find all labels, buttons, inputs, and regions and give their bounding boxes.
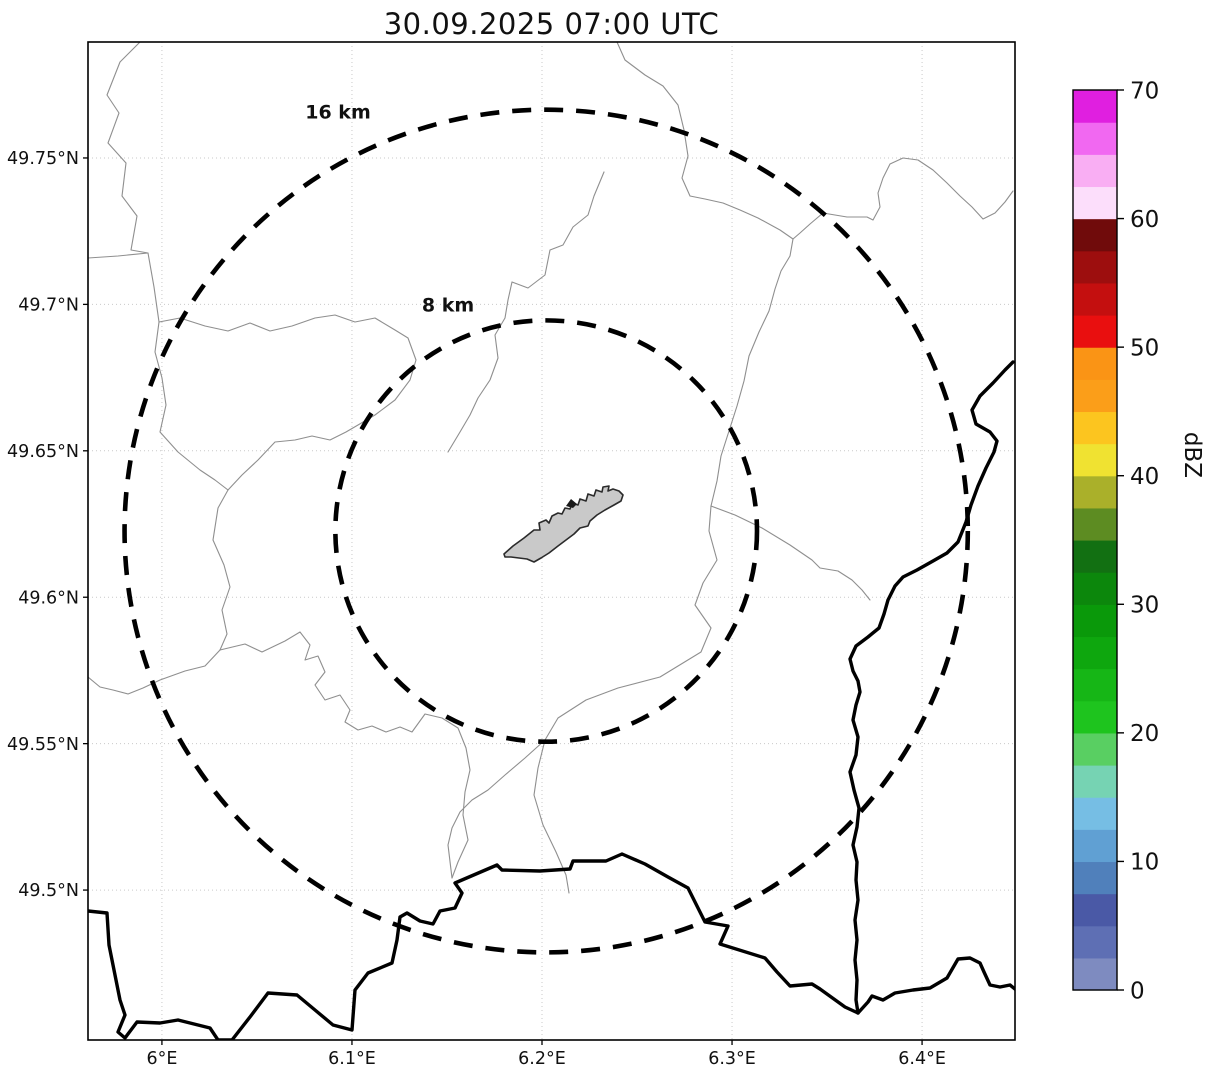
range-ring-label-16km: 16 km [305, 102, 371, 124]
x-tick-label: 6.2°E [518, 1049, 566, 1069]
colorbar-bin [1073, 443, 1117, 477]
river-border-line [848, 360, 1015, 1015]
colorbar-bin [1073, 925, 1117, 959]
colorbar-bin [1073, 829, 1117, 863]
colorbar-bin [1073, 347, 1117, 380]
range-ring-8km [333, 318, 760, 745]
y-tick-label: 49.5°N [18, 881, 79, 901]
colorbar-bin [1073, 604, 1117, 638]
admin-boundary-line [710, 505, 871, 601]
colorbar-bin [1073, 957, 1117, 991]
colorbar-bin [1073, 90, 1117, 123]
plot-frame [87, 41, 1016, 1041]
y-tick-label: 49.55°N [7, 735, 79, 755]
colorbar-bin [1073, 250, 1117, 284]
colorbar-bin [1073, 765, 1117, 798]
colorbar-bin [1073, 700, 1117, 734]
colorbar-tick-label: 0 [1130, 978, 1145, 1004]
country-border-line [88, 852, 1015, 1040]
admin-boundary-line [147, 252, 231, 651]
colorbar-bin [1073, 411, 1117, 445]
colorbar-unit-label: dBZ [1179, 432, 1205, 478]
colorbar-bin [1073, 636, 1117, 670]
admin-boundary-line [616, 42, 794, 240]
x-tick-label: 6.3°E [708, 1049, 756, 1069]
colorbar-tick-label: 30 [1130, 593, 1159, 619]
colorbar-frame [1072, 89, 1118, 991]
x-tick-label: 6.1°E [328, 1049, 376, 1069]
colorbar-bin [1073, 315, 1117, 348]
admin-boundary-line [219, 631, 471, 879]
airport-notch [566, 499, 577, 508]
colorbar-bin [1073, 797, 1117, 830]
airport-outline-polygon [503, 485, 624, 563]
colorbar-bin [1073, 186, 1117, 220]
colorbar-tick-label: 70 [1130, 78, 1159, 104]
colorbar: 0 10 20 30 40 50 60 70 dBZ [1072, 78, 1205, 1004]
colorbar-tick-label: 40 [1130, 464, 1159, 490]
y-tick-label: 49.6°N [18, 588, 79, 608]
colorbar-tick-label: 50 [1130, 335, 1159, 361]
colorbar-tick-label: 10 [1130, 850, 1159, 876]
colorbar-bin [1073, 861, 1117, 895]
colorbar-tick-label: 60 [1130, 207, 1159, 233]
y-tick-label: 49.65°N [7, 442, 79, 462]
colorbar-bin [1073, 218, 1117, 252]
colorbar-tick-label: 20 [1130, 721, 1159, 747]
x-tick-label: 6°E [146, 1049, 177, 1069]
range-ring-16km [122, 107, 971, 955]
colorbar-bin [1073, 540, 1117, 573]
colorbar-bin [1073, 572, 1117, 605]
colorbar-bin [1073, 732, 1117, 766]
admin-boundary-line [88, 649, 221, 695]
admin-boundary-line [447, 171, 605, 453]
map-content: 8 km 16 km [88, 42, 1015, 1040]
colorbar-bin [1073, 893, 1117, 927]
admin-boundary-line [106, 42, 149, 254]
colorbar-bin [1073, 379, 1117, 413]
admin-boundary-line [533, 238, 794, 894]
y-tick-label: 49.75°N [7, 149, 79, 169]
figure-title: 30.09.2025 07:00 UTC [383, 7, 720, 41]
y-tick-label: 49.7°N [18, 296, 79, 316]
admin-boundary-line [447, 739, 546, 879]
colorbar-bin [1073, 154, 1117, 188]
admin-boundary-line [792, 157, 1014, 240]
range-ring-label-8km: 8 km [422, 295, 474, 317]
colorbar-bin [1073, 282, 1117, 316]
colorbar-bin [1073, 668, 1117, 702]
colorbar-bin [1073, 475, 1117, 509]
colorbar-bin [1073, 507, 1117, 541]
x-tick-label: 6.4°E [898, 1049, 946, 1069]
admin-boundary-line [88, 252, 149, 259]
admin-boundary-line [158, 314, 417, 491]
colorbar-bin [1073, 122, 1117, 155]
